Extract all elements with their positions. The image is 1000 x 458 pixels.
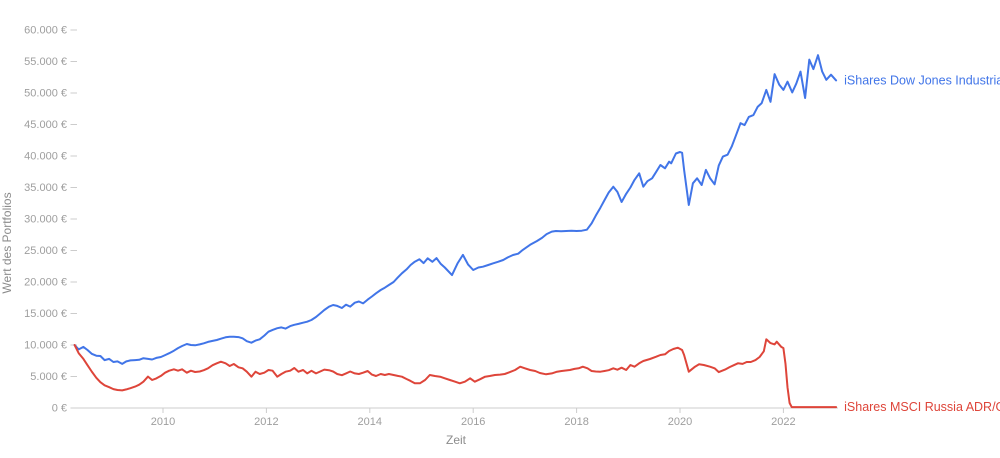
- axis-layer: 0 € 5.000 € 10.000 € 15.000 € 20.000 € 25.000…: [24, 25, 838, 428]
- y-tick-label: 10.000 €: [24, 340, 67, 352]
- x-axis-title: Zeit: [446, 433, 467, 447]
- y-tick-label: 25.000 €: [24, 245, 67, 257]
- series-layer: [73, 54, 838, 409]
- y-tick-label: 45.000 €: [24, 119, 67, 131]
- y-tick-label: 50.000 €: [24, 88, 67, 100]
- y-tick-label: 20.000 €: [24, 277, 67, 289]
- series-line-0[interactable]: [73, 54, 838, 365]
- x-tick-label: 2020: [668, 416, 692, 428]
- y-tick-label: 60.000 €: [24, 25, 67, 37]
- x-tick-label: 2012: [254, 416, 278, 428]
- x-tick-label: 2010: [151, 416, 175, 428]
- y-axis-title: Wert des Portfolios: [0, 192, 14, 293]
- x-tick-label: 2016: [461, 416, 485, 428]
- y-tick-label: 40.000 €: [24, 151, 67, 163]
- x-tick-label: 2014: [358, 416, 382, 428]
- x-tick-label: 2022: [771, 416, 795, 428]
- series-label-dow-jones: iShares Dow Jones Industrial …: [844, 73, 1000, 87]
- x-tick-label: 2018: [564, 416, 588, 428]
- series-line-1[interactable]: [73, 338, 838, 409]
- y-tick-label: 35.000 €: [24, 182, 67, 194]
- y-tick-label: 55.000 €: [24, 56, 67, 68]
- y-tick-label: 0 €: [52, 403, 67, 415]
- y-tick-label: 30.000 €: [24, 214, 67, 226]
- series-label-msci-russia: iShares MSCI Russia ADR/GD…: [844, 400, 1000, 414]
- y-tick-label: 15.000 €: [24, 308, 67, 320]
- y-tick-label: 5.000 €: [30, 371, 67, 383]
